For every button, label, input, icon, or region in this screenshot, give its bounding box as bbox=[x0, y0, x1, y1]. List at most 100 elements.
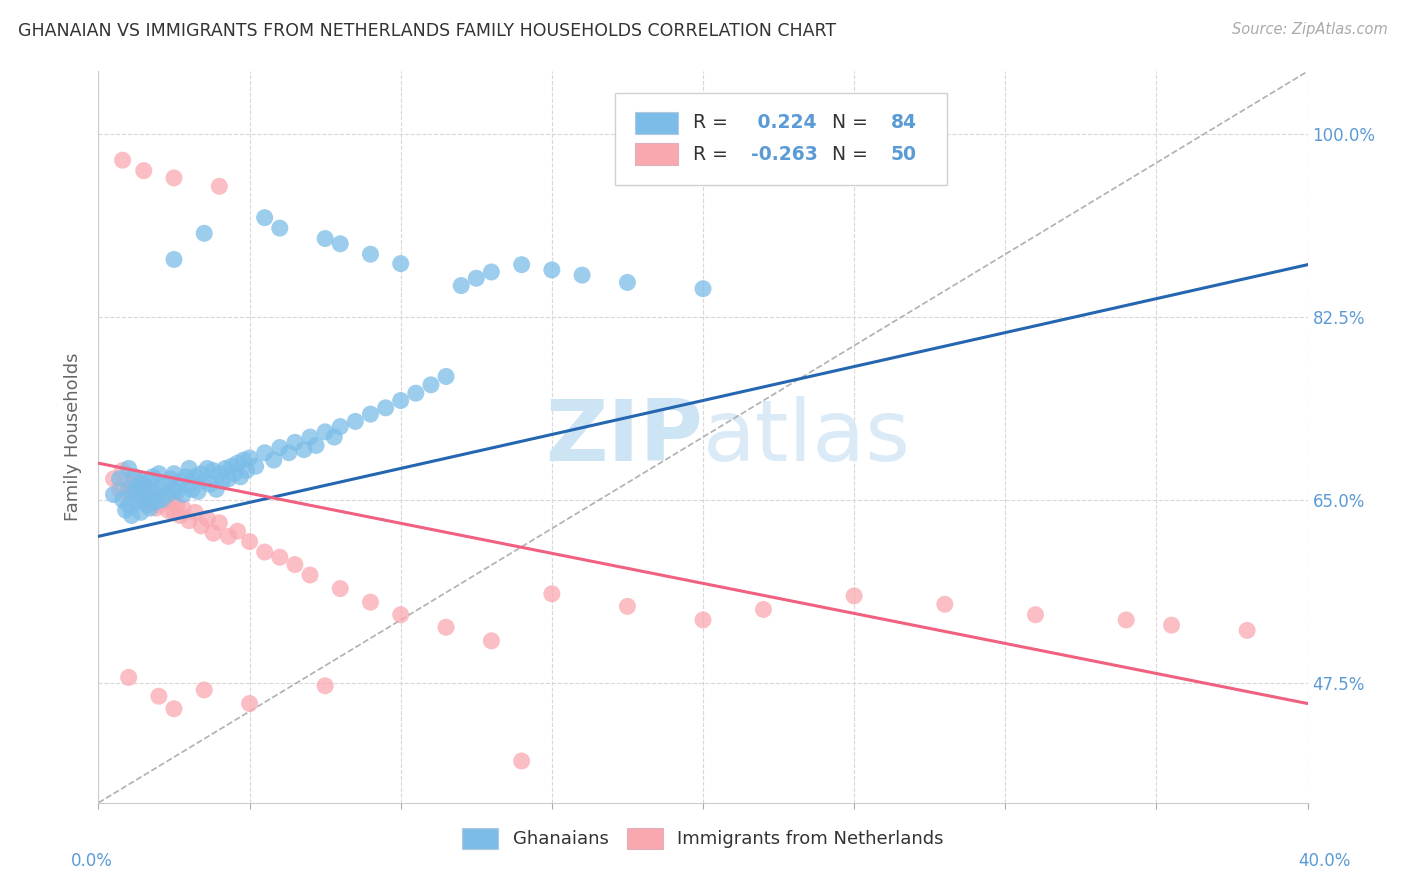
Point bbox=[510, 754, 533, 768]
Point bbox=[571, 268, 593, 282]
Point bbox=[124, 470, 146, 484]
Point bbox=[118, 483, 141, 497]
Point bbox=[434, 369, 457, 384]
Point bbox=[139, 474, 162, 488]
Point bbox=[389, 257, 412, 271]
Point bbox=[163, 702, 186, 716]
Point bbox=[132, 491, 155, 505]
Text: 0.0%: 0.0% bbox=[70, 852, 112, 870]
Point bbox=[129, 474, 152, 488]
Point bbox=[226, 456, 249, 470]
Point bbox=[129, 492, 152, 507]
Point bbox=[190, 467, 212, 481]
Point bbox=[135, 495, 157, 509]
Point bbox=[389, 393, 412, 408]
Point bbox=[108, 472, 131, 486]
Point bbox=[129, 505, 152, 519]
Text: ZIP: ZIP bbox=[546, 395, 703, 479]
Point bbox=[169, 474, 191, 488]
Text: 50: 50 bbox=[890, 145, 917, 163]
Point bbox=[121, 508, 143, 523]
Point bbox=[127, 480, 149, 494]
Point bbox=[163, 252, 186, 267]
Point bbox=[103, 487, 125, 501]
Point bbox=[205, 483, 228, 497]
Point bbox=[389, 607, 412, 622]
Text: 84: 84 bbox=[890, 113, 917, 132]
Point bbox=[405, 386, 427, 401]
Point bbox=[284, 558, 307, 572]
Point bbox=[314, 425, 336, 439]
Point bbox=[179, 477, 201, 491]
Point bbox=[434, 620, 457, 634]
Point bbox=[153, 492, 176, 507]
FancyBboxPatch shape bbox=[636, 112, 678, 134]
Point bbox=[450, 278, 472, 293]
Point bbox=[360, 247, 382, 261]
Point bbox=[172, 501, 194, 516]
Point bbox=[148, 487, 170, 501]
Point bbox=[145, 501, 167, 516]
Point bbox=[132, 163, 155, 178]
Point bbox=[239, 450, 262, 465]
Point bbox=[118, 670, 141, 684]
Legend: Ghanaians, Immigrants from Netherlands: Ghanaians, Immigrants from Netherlands bbox=[463, 828, 943, 848]
Text: -0.263: -0.263 bbox=[751, 145, 818, 163]
Point bbox=[540, 263, 562, 277]
Point bbox=[245, 459, 267, 474]
Point bbox=[139, 501, 162, 516]
Point bbox=[208, 516, 231, 530]
Point bbox=[217, 472, 239, 486]
Point bbox=[202, 463, 225, 477]
Point bbox=[195, 461, 218, 475]
Point bbox=[160, 495, 183, 509]
Point bbox=[235, 463, 257, 477]
Point bbox=[314, 679, 336, 693]
Point bbox=[208, 179, 231, 194]
Point bbox=[1115, 613, 1137, 627]
Point bbox=[135, 484, 157, 499]
Text: 0.224: 0.224 bbox=[751, 113, 817, 132]
Point bbox=[142, 492, 165, 507]
Point bbox=[111, 153, 134, 168]
Point bbox=[329, 419, 352, 434]
Point bbox=[174, 470, 197, 484]
Point bbox=[181, 483, 204, 497]
Point bbox=[360, 595, 382, 609]
Point bbox=[163, 467, 186, 481]
Point bbox=[263, 453, 285, 467]
Point bbox=[127, 484, 149, 499]
Point bbox=[148, 467, 170, 481]
Point bbox=[329, 236, 352, 251]
Point bbox=[284, 435, 307, 450]
Point bbox=[193, 227, 215, 241]
Point bbox=[616, 276, 638, 290]
Point bbox=[169, 508, 191, 523]
Point bbox=[190, 519, 212, 533]
FancyBboxPatch shape bbox=[636, 143, 678, 165]
Point bbox=[179, 514, 201, 528]
Point bbox=[299, 430, 322, 444]
Point bbox=[156, 503, 179, 517]
Point bbox=[132, 477, 155, 491]
Text: R =: R = bbox=[693, 145, 734, 163]
Point bbox=[510, 258, 533, 272]
Point bbox=[150, 492, 173, 507]
Point bbox=[374, 401, 396, 415]
Point bbox=[314, 231, 336, 245]
Point bbox=[239, 534, 262, 549]
Point bbox=[844, 589, 866, 603]
Point bbox=[193, 474, 215, 488]
Point bbox=[305, 438, 328, 452]
Point bbox=[127, 495, 149, 509]
Point bbox=[344, 414, 367, 428]
Point bbox=[202, 526, 225, 541]
Point bbox=[253, 545, 276, 559]
Point bbox=[179, 461, 201, 475]
Point bbox=[187, 484, 209, 499]
Point bbox=[217, 529, 239, 543]
FancyBboxPatch shape bbox=[614, 94, 948, 185]
Point bbox=[540, 587, 562, 601]
Point bbox=[200, 477, 222, 491]
Point bbox=[163, 170, 186, 185]
